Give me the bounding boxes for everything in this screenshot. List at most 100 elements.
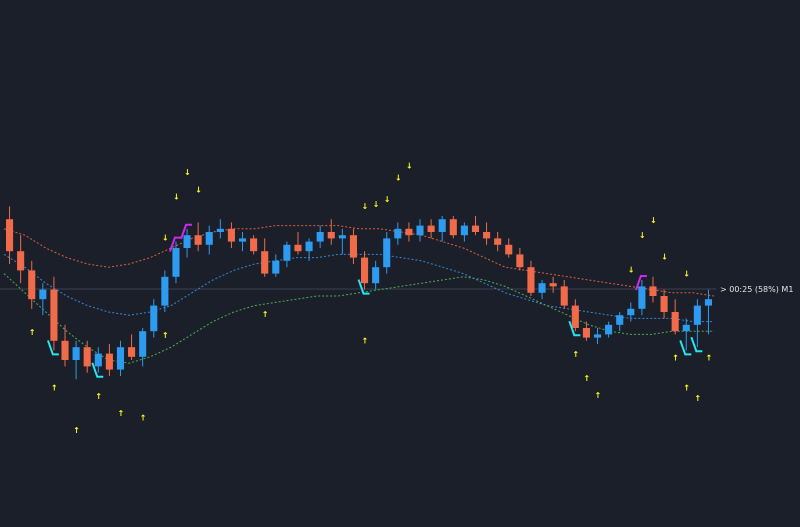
candle: [172, 241, 180, 284]
candle: [527, 260, 535, 296]
candle: [183, 228, 191, 258]
candle-body: [394, 228, 402, 239]
candle-body: [571, 305, 579, 328]
arrow-up-icon: ↑: [572, 350, 579, 359]
arrow-down-icon: ↓: [162, 233, 169, 242]
candle: [549, 276, 557, 293]
candle-body: [238, 238, 247, 242]
candle: [150, 299, 158, 338]
candle: [161, 270, 169, 312]
candle-body: [116, 347, 125, 370]
candle: [460, 222, 468, 242]
candle: [61, 324, 69, 367]
arrow-up-icon: ↑: [705, 353, 712, 362]
candle-body: [660, 296, 668, 312]
candle-body: [360, 257, 369, 284]
candle-body: [494, 238, 502, 245]
candle-body: [272, 260, 280, 274]
arrow-down-icon: ↓: [395, 173, 402, 182]
candle: [349, 228, 358, 264]
candle-body: [605, 324, 613, 335]
signal-cyan-mark: [357, 279, 370, 295]
candle-body: [427, 225, 435, 232]
signal-magenta-mark: [180, 223, 193, 240]
candle-body: [94, 353, 102, 367]
candle: [250, 235, 258, 255]
candle: [205, 225, 213, 255]
candle-body: [616, 315, 624, 325]
arrow-down-icon: ↓: [683, 269, 690, 278]
candle-body: [50, 289, 58, 341]
candle-body: [682, 324, 690, 332]
candle: [505, 238, 513, 258]
arrow-down-icon: ↓: [373, 200, 380, 209]
candle-body: [416, 225, 424, 236]
candle: [283, 241, 291, 268]
arrow-up-icon: ↑: [73, 426, 80, 435]
candle-body: [17, 251, 25, 271]
candle: [405, 222, 413, 242]
arrow-up-icon: ↑: [583, 374, 590, 383]
candle-body: [139, 331, 147, 357]
candle: [216, 219, 224, 239]
candle-body: [505, 244, 513, 255]
candle-body: [161, 276, 169, 306]
candle: [83, 340, 91, 373]
candle-body: [250, 238, 258, 252]
candle-body: [227, 228, 235, 242]
signal-cyan-mark: [46, 340, 59, 356]
candle-body: [649, 286, 657, 296]
candle-body: [449, 219, 457, 236]
arrow-up-icon: ↑: [595, 391, 602, 400]
candle-body: [261, 251, 269, 274]
candle: [427, 219, 435, 239]
arrow-down-icon: ↓: [628, 265, 635, 274]
candle-body: [327, 232, 335, 239]
signal-cyan-mark: [679, 340, 692, 356]
candle: [582, 321, 590, 341]
candle: [571, 299, 579, 332]
candle-body: [582, 328, 590, 338]
candle-body: [150, 305, 158, 332]
candle-body: [593, 334, 602, 338]
candle-body: [194, 235, 202, 245]
candle-body: [294, 244, 302, 252]
candle-body: [704, 299, 713, 306]
candle: [139, 328, 147, 367]
arrow-up-icon: ↑: [262, 310, 269, 319]
candle: [438, 216, 446, 242]
signal-cyan-mark: [91, 362, 104, 378]
arrow-up-icon: ↑: [51, 383, 58, 392]
candle: [605, 321, 613, 338]
candle-body: [638, 286, 646, 309]
candle: [516, 248, 524, 271]
candle: [5, 206, 14, 264]
candle-body: [372, 267, 380, 284]
candle: [616, 312, 624, 332]
candle: [483, 222, 491, 245]
candle-body: [283, 244, 291, 261]
candle: [682, 318, 690, 351]
candle-body: [216, 228, 224, 232]
arrows-layer: ↓ ↓ ↓ ↓ ↓ ↓ ↓ ↓ ↓ ↓ ↓ ↓ ↓ ↓ ↑ ↑ ↑ ↑ ↑ ↑ ↑ ↑ ↑ ↑ ↑ ↑ ↑ ↑ ↑ ↑: [29, 161, 712, 435]
arrow-up-icon: ↑: [683, 383, 690, 392]
arrow-down-icon: ↓: [195, 185, 202, 194]
candle: [394, 222, 402, 245]
candle: [372, 260, 380, 290]
candle-body: [671, 312, 679, 332]
candle-body: [538, 283, 546, 293]
candle: [671, 299, 679, 335]
candle-body: [128, 347, 136, 357]
arrow-down-icon: ↓: [661, 253, 668, 262]
arrow-down-icon: ↓: [406, 161, 413, 170]
candle: [238, 232, 247, 252]
arrow-down-icon: ↓: [384, 195, 391, 204]
candle-body: [39, 289, 47, 300]
candle-body: [61, 340, 69, 360]
arrow-up-icon: ↑: [672, 353, 679, 362]
candle: [383, 232, 391, 274]
candle-body: [305, 241, 313, 252]
candle: [305, 238, 313, 261]
